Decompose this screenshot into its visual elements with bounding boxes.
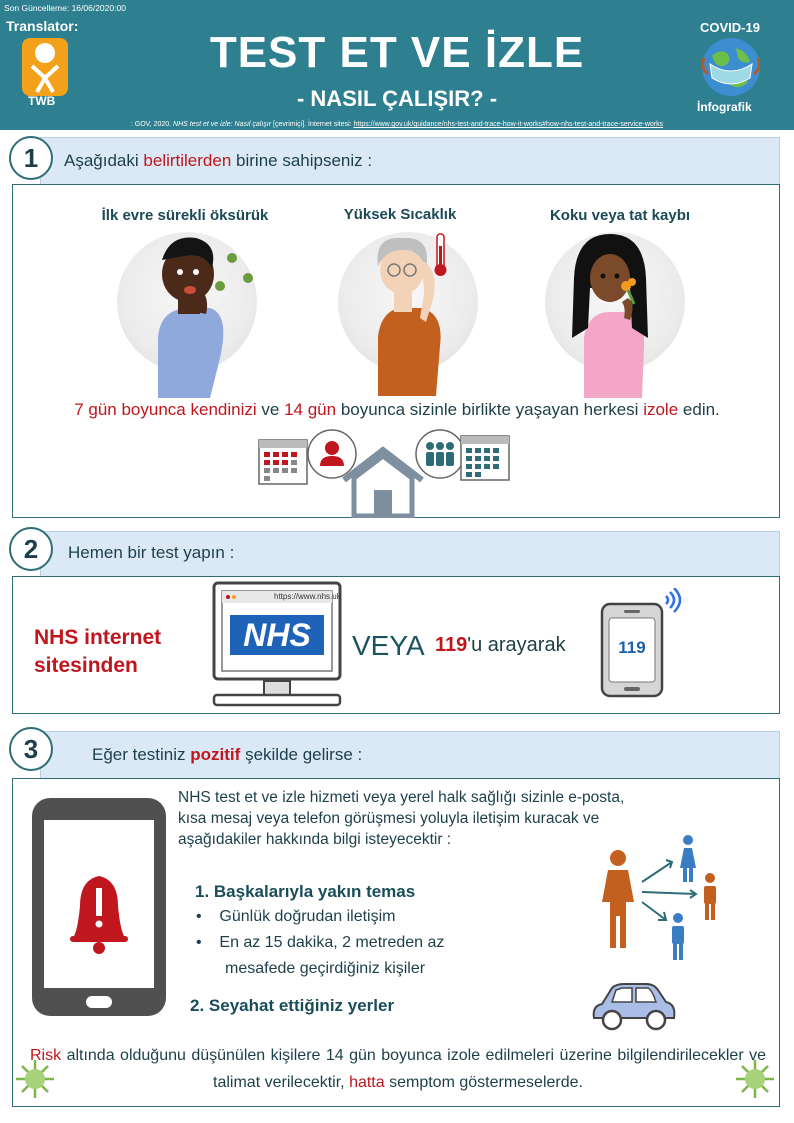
header-banner [0,0,794,130]
bullet-15-min: • En az 15 dakika, 2 metreden az [196,934,445,951]
bullet-daily-contact: • Günlük doğrudan iletişim [196,908,396,925]
twb-label: TWB [28,94,56,108]
isolate-word: izole [643,400,679,419]
house-icon [342,446,424,518]
isolate-yourself: kendinizi [190,400,257,419]
section2-number: 2 [9,527,53,571]
page-subtitle: - NASIL ÇALIŞIR? - [296,86,498,111]
section3-band-suffix: şekilde gelirse : [245,745,363,764]
isolate-end: edin. [682,400,720,419]
bullet-15-min-cont: mesafede geçirdiğiniz kişiler [225,960,426,977]
call-instruction: 119'u arayarak [435,634,566,657]
covid-label: COVID-19 [700,20,760,35]
symptom-title-fever: Yüksek Sıcaklık [343,206,457,223]
item-close-contact: 1. Başkalarıyla yakın temas [195,882,416,901]
virus-icon [736,1060,774,1098]
section1-band-suffix: birine sahipseniz : [236,151,373,170]
section3-band-prefix: Eğer testiniz [92,745,186,764]
isolate-and: ve [261,400,280,419]
nhs-website-label: NHS internet sitesinden [34,624,161,680]
phone-screen-number: 119 [618,638,646,657]
item-travel: 2. Seyahat ettiğiniz yerler [190,996,395,1015]
page-title: TEST ET VE İZLE [209,28,585,77]
section3-band-text: Eğer testiniz pozitif şekilde gelirse : [92,745,362,765]
isolate-14-days: 14 gün [284,400,337,419]
section2-band [40,531,780,577]
risk-notice: Risk altında olduğunu düşünülen kişilere… [30,1042,766,1096]
virus-icon [16,1060,54,1098]
section3-number: 3 [9,727,53,771]
risk-text-2: semptom göstermeselerde. [389,1074,583,1091]
phone-alert-bell-icon [32,798,166,1016]
source-title: NHS test et ve izle: Nasıl çalışır [173,121,272,128]
browser-url-bar: https://www.nhs.uk [274,592,341,601]
nhs-website-line2: sitesinden [34,654,138,677]
calendar-icon [258,439,308,485]
section1-band-prefix: Aşağıdaki [64,151,139,170]
source-prefix: : GOV, 2020. [130,121,172,128]
twb-person-icon [30,43,60,93]
source-mid: [çevrimiçi]. İnternet sitesi: [273,121,352,128]
twb-logo [22,38,68,96]
single-person-icon [307,429,357,479]
smell-loss-person-icon [572,234,648,398]
mobile-phone-icon: 119 [600,587,688,700]
symptom-title-smell: Koku veya tat kaybı [549,207,691,224]
coughing-person-icon [158,237,253,398]
calendar-icon [460,435,510,481]
section1-band [40,137,780,185]
section1-band-text: Aşağıdaki belirtilerden birine sahipseni… [64,151,372,171]
source-link[interactable]: https://www.gov.uk/guidance/nhs-test-and… [353,121,664,128]
section3-band-highlight: pozitif [190,745,241,764]
risk-even: hatta [349,1074,385,1091]
isolate-household: boyunca sizinle birlikte yaşayan herkesi [340,400,639,419]
contact-tracing-people-icon [602,835,716,960]
section1-number: 1 [9,136,53,180]
nhs-logo: NHS [230,615,324,655]
section3-band [40,731,780,779]
computer-monitor-icon: https://www.nhs.uk NHS [212,581,342,707]
phone-number: 119 [435,634,468,656]
risk-text-1: altında olduğunu düşünülen kişilere 14 g… [66,1047,766,1091]
risk-word: Risk [30,1047,62,1064]
infografik-label: İnfografik [697,100,752,114]
nhs-website-line1: NHS internet [34,626,162,649]
isolate-7-days: 7 gün boyunca [74,400,186,419]
globe-mask-icon [701,38,761,96]
source-citation: : GOV, 2020. NHS test et ve izle: Nasıl … [0,121,794,128]
section1-band-highlight: belirtilerden [143,151,232,170]
contact-info-text: NHS test et ve izle hizmeti veya yerel h… [178,789,625,848]
or-label: VEYA [352,630,425,661]
section2-band-text: Hemen bir test yapın : [68,543,235,562]
isolate-instruction: 7 gün boyunca kendinizi ve 14 gün boyunc… [14,400,780,420]
last-update-text: Son Güncelleme: 16/06/2020:00 [4,3,126,13]
fever-person-icon [377,233,447,396]
translator-label: Translator: [6,18,79,34]
call-suffix: 'u arayarak [467,634,566,656]
car-icon [592,983,676,1031]
group-people-icon [415,429,465,479]
symptom-title-cough: İlk evre sürekli öksürük [101,207,269,224]
